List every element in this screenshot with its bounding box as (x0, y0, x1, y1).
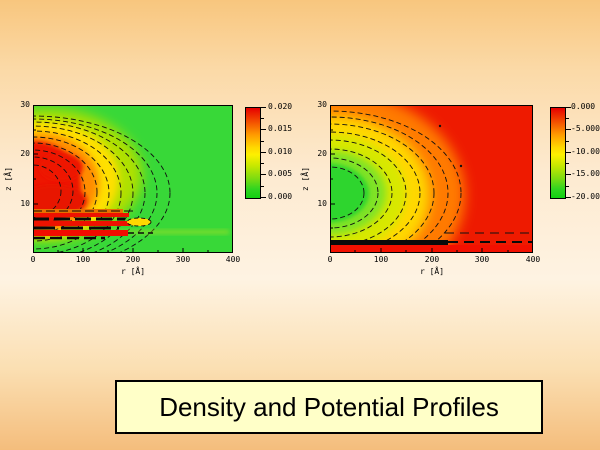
colorbar-tick (261, 107, 266, 108)
density-cb-label-0015: 0.015 (268, 124, 293, 133)
potential-xtick-200: 200 (424, 255, 440, 264)
colorbar-tick (261, 186, 264, 187)
potential-heatmap (330, 105, 533, 253)
potential-xtick-400: 400 (525, 255, 541, 264)
colorbar-tick (566, 107, 571, 108)
potential-ytick-10: 10 (317, 199, 327, 208)
density-cb-label-0005: 0.005 (268, 169, 293, 178)
potential-ytick-30: 30 (317, 100, 327, 109)
potential-xtick-0: 0 (327, 255, 333, 264)
potential-colorbar (550, 107, 566, 199)
potential-ytick-20: 20 (317, 149, 327, 158)
density-ylabel: z [Å] (4, 166, 13, 192)
density-axes-frame (33, 105, 233, 253)
colorbar-tick (566, 118, 569, 119)
potential-axes-frame (330, 105, 533, 253)
potential-cb-label-m10: -10.00 (571, 147, 600, 156)
density-xtick-100: 100 (75, 255, 91, 264)
colorbar-tick (261, 163, 264, 164)
density-xtick-0: 0 (30, 255, 36, 264)
density-colorbar (245, 107, 261, 199)
potential-xlabel: r [Å] (419, 267, 445, 276)
potential-cb-label-0: 0.000 (571, 102, 596, 111)
density-surface-layers (33, 209, 229, 240)
density-cb-label-0010: 0.010 (268, 147, 293, 156)
density-cb-label-0000: 0.000 (268, 192, 293, 201)
density-contour-lines (33, 115, 171, 253)
potential-xtick-100: 100 (373, 255, 389, 264)
density-ytick-20: 20 (20, 149, 30, 158)
slide-title: Density and Potential Profiles (159, 391, 499, 422)
density-xtick-300: 300 (175, 255, 191, 264)
colorbar-tick (261, 197, 266, 198)
colorbar-tick (261, 129, 266, 130)
potential-cb-label-m15: -15.00 (571, 169, 600, 178)
colorbar-tick (566, 163, 569, 164)
density-cb-label-0020: 0.020 (268, 102, 293, 111)
colorbar-tick (566, 129, 571, 130)
potential-well-region (330, 105, 465, 253)
colorbar-tick (261, 118, 264, 119)
potential-cb-label-m20: -20.00 (571, 192, 600, 201)
density-xtick-400: 400 (225, 255, 241, 264)
density-hot-region (33, 109, 142, 241)
potential-ylabel: z [Å] (301, 166, 310, 192)
colorbar-tick (261, 174, 266, 175)
potential-xtick-300: 300 (474, 255, 490, 264)
density-ytick-10: 10 (20, 199, 30, 208)
colorbar-tick (566, 141, 569, 142)
colorbar-tick (566, 186, 569, 187)
density-xlabel: r [Å] (120, 267, 146, 276)
colorbar-tick (261, 152, 266, 153)
density-ytick-30: 30 (20, 100, 30, 109)
density-heatmap (33, 105, 233, 253)
colorbar-tick (566, 174, 571, 175)
potential-contour-lines (330, 110, 530, 253)
potential-cb-label-m5: -5.000 (571, 124, 600, 133)
colorbar-tick (261, 141, 264, 142)
slide-title-box: Density and Potential Profiles (115, 380, 543, 434)
density-xtick-200: 200 (125, 255, 141, 264)
colorbar-tick (566, 152, 571, 153)
colorbar-tick (566, 197, 571, 198)
